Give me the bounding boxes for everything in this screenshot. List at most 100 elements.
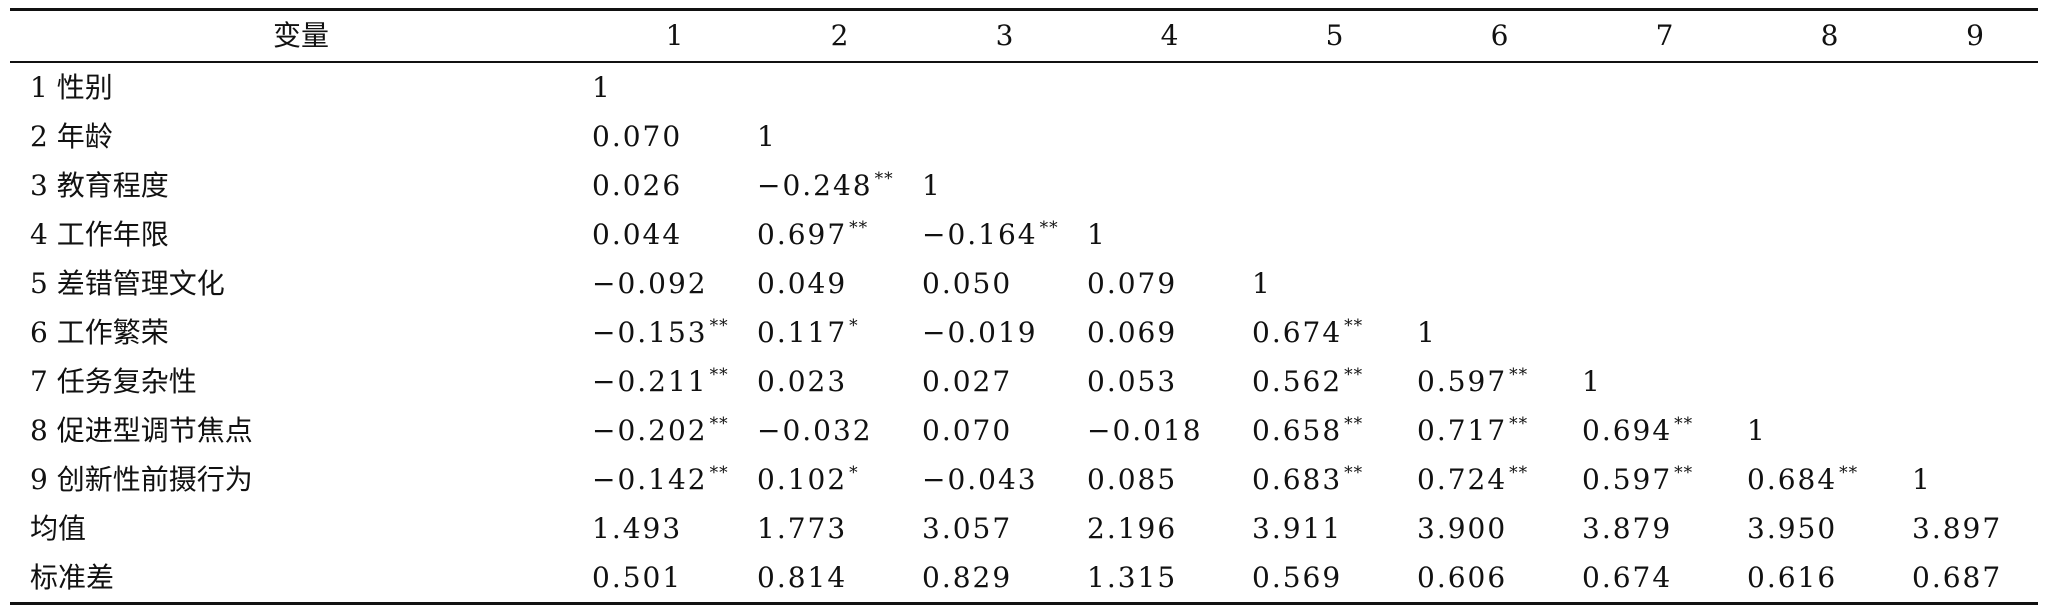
table-cell: −0.202 **	[592, 406, 757, 455]
table-cell	[1252, 112, 1417, 161]
table-row: 2 年龄 0.070 1	[10, 112, 2038, 161]
cell-value: 1	[592, 70, 612, 104]
cell-value: 0.814	[757, 560, 848, 594]
row-label: 5 差错管理文化	[30, 266, 225, 300]
cell-value: 0.027	[922, 364, 1013, 398]
table-cell	[1087, 62, 1252, 112]
cell-value: 0.117	[757, 316, 848, 349]
table-cell: 1	[1417, 308, 1582, 357]
cell-value: 0.606	[1417, 560, 1508, 594]
cell-value: 0.562	[1252, 365, 1343, 398]
table-cell: 0.658 **	[1252, 406, 1417, 455]
table-cell	[1417, 259, 1582, 308]
cell-value: 0.102	[757, 463, 848, 496]
table-cell: 0.606	[1417, 553, 1582, 605]
table-cell	[1417, 161, 1582, 210]
table-cell: −0.248 **	[757, 161, 922, 210]
column-header-3: 3	[922, 8, 1087, 63]
row-label: 1 性别	[30, 70, 113, 104]
cell-value: 0.569	[1252, 560, 1343, 594]
column-header-2: 2	[757, 8, 922, 63]
table-cell	[1912, 62, 2038, 112]
cell-value: 3.879	[1582, 511, 1673, 545]
table-cell: 0.697 **	[757, 210, 922, 259]
table-cell: 0.085	[1087, 455, 1252, 504]
table-cell: −0.018	[1087, 406, 1252, 455]
table-cell: 0.079	[1087, 259, 1252, 308]
table-cell	[1912, 357, 2038, 406]
table-row: 均值 1.493 1.773 3.057 2.196 3.911 3.900 3.879 3.9…	[10, 504, 2038, 553]
cell-value: 0.597	[1582, 463, 1673, 496]
table-cell	[1087, 161, 1252, 210]
table-cell: 3.057	[922, 504, 1087, 553]
cell-value: 3.057	[922, 511, 1013, 545]
significance-marker: **	[709, 463, 729, 483]
table-cell: 0.597 **	[1582, 455, 1747, 504]
cell-value: 1	[1582, 364, 1602, 398]
table-cell: 0.050	[922, 259, 1087, 308]
cell-value: 0.069	[1087, 315, 1178, 349]
cell-value: −0.202	[592, 414, 708, 447]
significance-marker: **	[849, 218, 869, 238]
cell-value: 3.897	[1912, 511, 2003, 545]
table-row: 3 教育程度 0.026 −0.248 ** 1	[10, 161, 2038, 210]
significance-marker: **	[1344, 316, 1364, 336]
cell-value: −0.032	[757, 413, 873, 447]
table-cell	[1747, 112, 1912, 161]
table-cell	[1747, 62, 1912, 112]
table-cell: 1	[1252, 259, 1417, 308]
table-row: 5 差错管理文化 −0.092 0.049 0.050 0.079 1	[10, 259, 2038, 308]
cell-value: −0.164	[922, 218, 1038, 251]
table-cell: 0.674	[1582, 553, 1747, 605]
table-cell	[1252, 161, 1417, 210]
column-header-4: 4	[1087, 8, 1252, 63]
table-cell: 0.069	[1087, 308, 1252, 357]
table-cell: 0.053	[1087, 357, 1252, 406]
cell-value: 0.501	[592, 560, 683, 594]
significance-marker: **	[709, 365, 729, 385]
cell-value: 0.724	[1417, 463, 1508, 496]
cell-value: 3.900	[1417, 511, 1508, 545]
table-cell	[1912, 406, 2038, 455]
table-cell	[1582, 259, 1747, 308]
cell-value: 0.597	[1417, 365, 1508, 398]
table-cell: 0.044	[592, 210, 757, 259]
cell-value: 0.829	[922, 560, 1013, 594]
significance-marker: **	[1344, 365, 1364, 385]
row-label: 9 创新性前摄行为	[30, 462, 253, 496]
table-cell: 0.070	[922, 406, 1087, 455]
table-cell: −0.164 **	[922, 210, 1087, 259]
column-header-6: 6	[1417, 8, 1582, 63]
table-cell	[1087, 112, 1252, 161]
table-cell	[1747, 259, 1912, 308]
row-label: 8 促进型调节焦点	[30, 413, 253, 447]
table-header: 变量 1 2 3 4 5 6 7 8 9	[10, 8, 2038, 63]
table-row: 6 工作繁荣 −0.153 ** 0.117 * −0.019 0.069 0.674 ** 1	[10, 308, 2038, 357]
table-cell	[1582, 161, 1747, 210]
table-cell: 0.569	[1252, 553, 1417, 605]
significance-marker: *	[849, 463, 859, 483]
table-cell	[922, 62, 1087, 112]
cell-value: −0.153	[592, 316, 708, 349]
table-cell: 1	[1087, 210, 1252, 259]
table-cell: 0.562 **	[1252, 357, 1417, 406]
cell-value: 0.085	[1087, 462, 1178, 496]
table-cell: 0.597 **	[1417, 357, 1582, 406]
table-cell	[1747, 308, 1912, 357]
row-label: 标准差	[10, 553, 592, 605]
row-label: 6 工作繁荣	[30, 315, 169, 349]
cell-value: 0.070	[922, 413, 1013, 447]
cell-value: 0.694	[1582, 414, 1673, 447]
cell-value: −0.019	[922, 315, 1038, 349]
table-row: 9 创新性前摄行为 −0.142 ** 0.102 * −0.043 0.085 0.683 *…	[10, 455, 2038, 504]
significance-marker: **	[1839, 463, 1859, 483]
table-cell: 0.027	[922, 357, 1087, 406]
table-body: 1 性别 1 2 年龄 0.070 1 3 教育程度 0.026 −0.248 ** 1 4 工作年…	[10, 62, 2038, 605]
cell-value: 3.911	[1252, 511, 1343, 545]
significance-marker: **	[1344, 414, 1364, 434]
column-header-variable: 变量	[10, 8, 592, 63]
cell-value: 1	[1252, 266, 1272, 300]
table-cell: 3.950	[1747, 504, 1912, 553]
cell-value: −0.018	[1087, 413, 1203, 447]
table-cell	[1747, 161, 1912, 210]
